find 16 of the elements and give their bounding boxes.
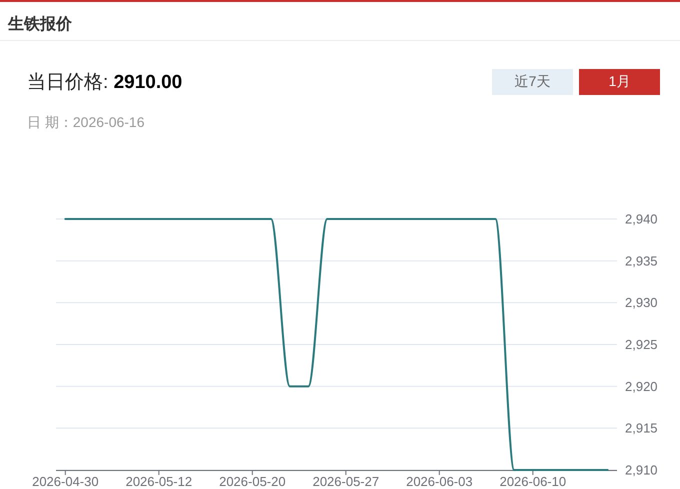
y-tick-label: 2,930 — [625, 295, 658, 310]
x-tick-label: 2026-05-20 — [219, 474, 286, 489]
y-tick-label: 2,920 — [625, 378, 658, 394]
y-tick-label: 2,935 — [625, 253, 658, 268]
title: 生铁报价 — [8, 16, 72, 33]
x-tick-label: 2026-06-03 — [406, 474, 473, 489]
x-tick-label: 2026-05-12 — [126, 474, 192, 489]
x-tick-label: 2026-05-27 — [312, 474, 380, 489]
y-tick-label: 2,910 — [625, 462, 658, 478]
x-tick-label: 2026-04-30 — [32, 474, 99, 489]
y-tick-label: 2,925 — [625, 337, 658, 352]
y-tick-label: 2,915 — [625, 420, 658, 436]
x-tick-label: 2026-06-10 — [500, 474, 566, 489]
date-note: 日 期：2026-06-16 — [27, 114, 145, 130]
y-tick-label: 2,940 — [625, 212, 658, 226]
subtitle: 当日价格: 2910.00 — [27, 72, 182, 93]
